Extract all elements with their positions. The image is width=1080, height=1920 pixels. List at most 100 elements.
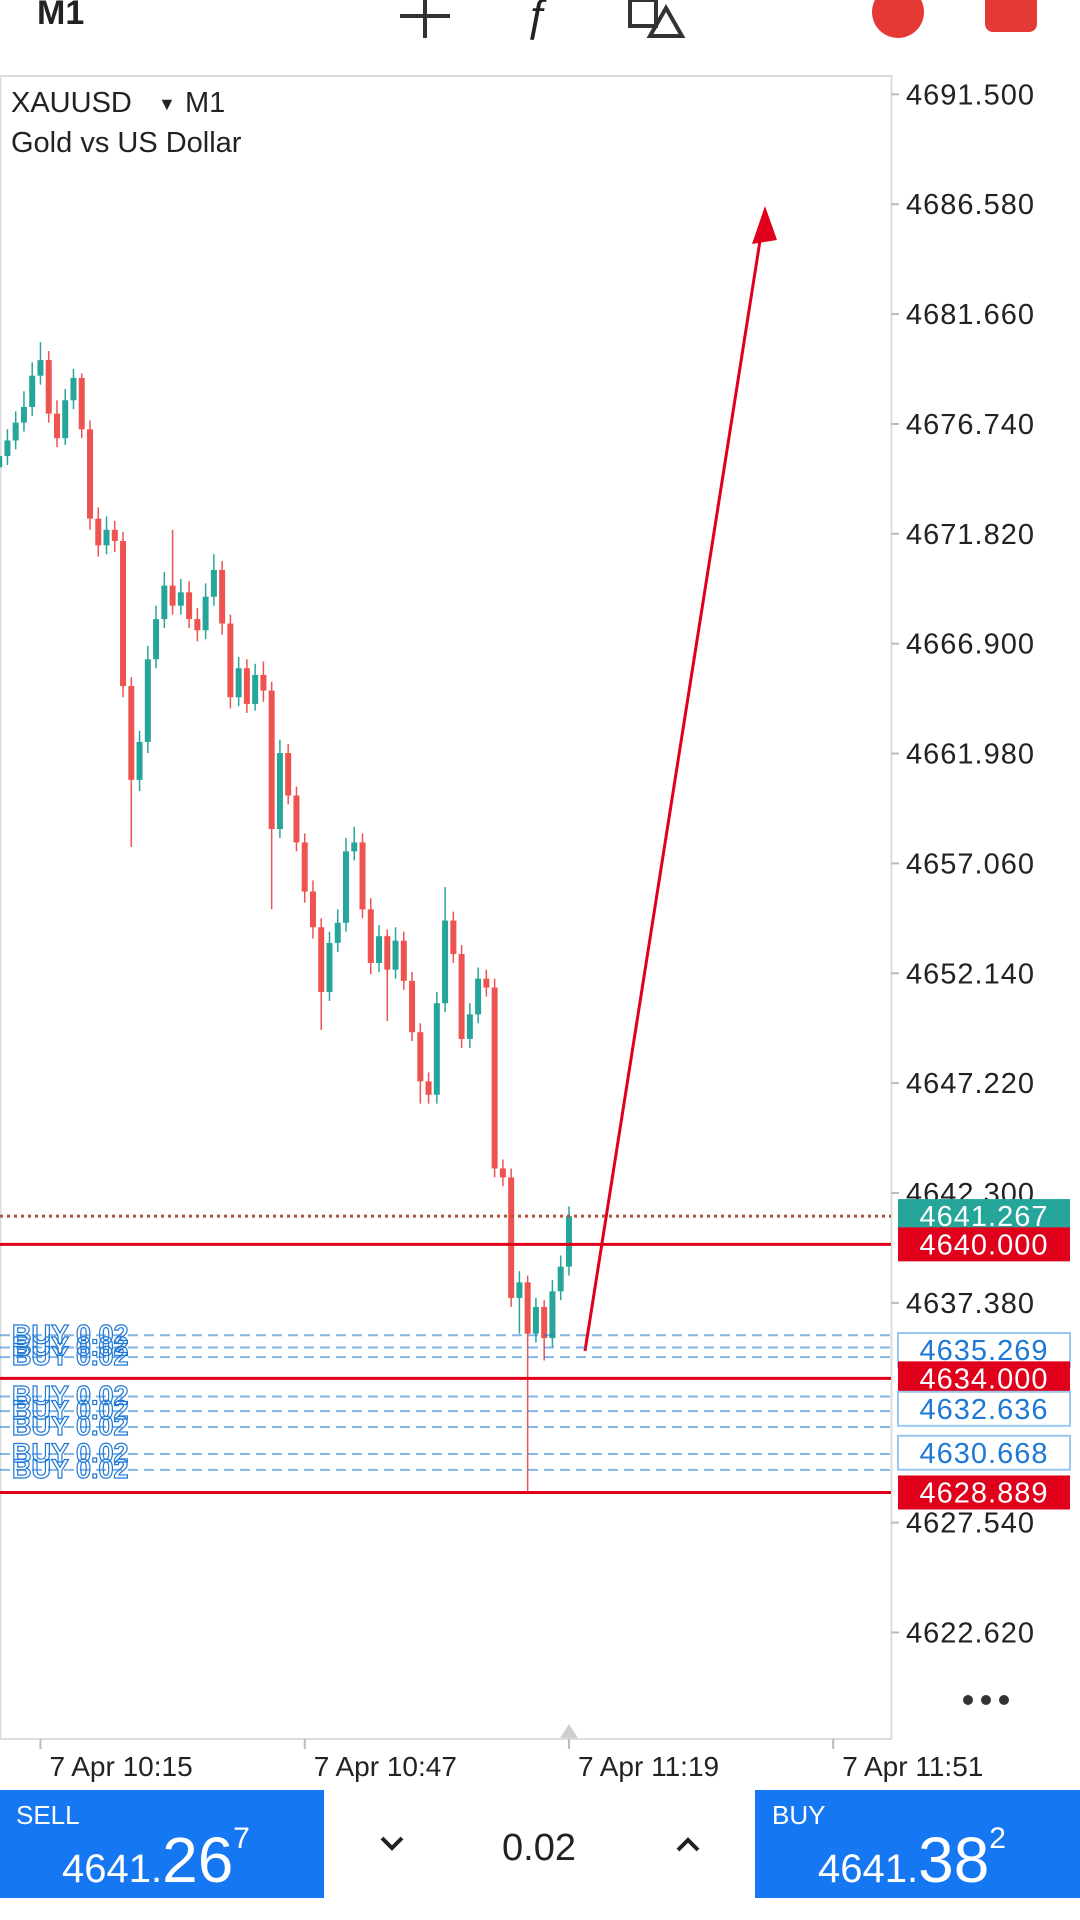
lot-decrease[interactable] [380, 1836, 404, 1851]
candle-body [268, 690, 275, 830]
candle-body [0, 456, 3, 468]
y-tick-label: 4686.580 [906, 189, 1035, 221]
candle-body [260, 674, 267, 691]
candle-body [194, 619, 201, 631]
symbol-title[interactable]: XAUUSD [11, 87, 132, 119]
trade-icon[interactable] [985, 0, 1037, 32]
arrow-annotation [583, 206, 777, 1352]
candle-body [153, 619, 160, 660]
candle-body [376, 936, 383, 963]
order-label: BUY 0.02 [12, 1411, 129, 1441]
y-tick-label: 4637.380 [906, 1288, 1035, 1320]
timeframe-button[interactable]: M1 [37, 0, 84, 32]
candle-body [491, 987, 498, 1169]
candle-body [392, 940, 399, 970]
price-level-box [898, 1475, 1070, 1510]
candle-body [20, 406, 27, 423]
candle-body [565, 1216, 572, 1267]
current-bar-marker [560, 1724, 578, 1738]
candle-body [169, 585, 176, 606]
candle-body [367, 909, 374, 963]
symbol-dropdown-icon[interactable]: ▼ [158, 94, 176, 114]
y-tick-label: 4691.500 [906, 79, 1035, 111]
price-level-label: 4632.636 [920, 1394, 1049, 1426]
candle-body [62, 400, 69, 439]
buy-button[interactable] [755, 1790, 1080, 1898]
lot-increase[interactable] [676, 1837, 700, 1852]
order-label: BUY 0.02 [12, 1319, 129, 1349]
x-tick-label: 7 Apr 11:51 [842, 1751, 983, 1782]
candle-body [359, 842, 366, 910]
buy-price-tail: 2 [989, 1822, 1006, 1855]
candle-body [53, 413, 60, 439]
objects-icon[interactable] [628, 0, 686, 38]
lot-size[interactable]: 0.02 [502, 1827, 576, 1869]
candle-body [417, 1032, 424, 1082]
candle-body [252, 674, 259, 704]
candle-body [409, 980, 416, 1033]
candle-body [301, 842, 308, 892]
candle-body [161, 585, 168, 620]
candle-body [334, 922, 341, 943]
candle-body [433, 1003, 440, 1095]
y-tick-label: 4676.740 [906, 409, 1035, 441]
candle-body [400, 940, 407, 981]
indicator-icon[interactable]: ƒ [524, 0, 548, 41]
candle-body [276, 753, 283, 830]
buy-label: BUY [772, 1800, 825, 1830]
candle-body [120, 540, 127, 687]
sell-button[interactable] [0, 1790, 324, 1898]
candle-body [293, 795, 300, 843]
sell-price-big: 26 [162, 1824, 233, 1896]
candle-body [326, 942, 333, 993]
y-tick-label: 4652.140 [906, 958, 1035, 990]
chart-frame [0, 75, 893, 1740]
candle-body [442, 920, 449, 1004]
order-label: BUY 0.02 [12, 1380, 129, 1410]
candle-body [318, 927, 325, 993]
candle-body [227, 623, 234, 698]
candle-body [351, 842, 358, 852]
price-level-label: 4630.668 [920, 1438, 1049, 1470]
candle-body [29, 375, 36, 407]
y-tick-label: 4627.540 [906, 1508, 1035, 1540]
candle-body [186, 592, 193, 620]
x-tick-label: 7 Apr 11:19 [578, 1751, 719, 1782]
candle-body [37, 360, 44, 376]
candle-body [45, 360, 52, 414]
candle-body [516, 1282, 523, 1298]
candle-body [177, 592, 184, 606]
price-level-box [897, 1434, 1071, 1471]
y-tick-label: 4657.060 [906, 848, 1035, 880]
candle-body [144, 659, 151, 742]
candle-body [532, 1306, 539, 1334]
sell-price-tail: 7 [233, 1822, 250, 1855]
x-tick-label: 7 Apr 10:47 [314, 1751, 457, 1782]
symbol-subtitle: Gold vs US Dollar [11, 127, 242, 159]
order-label: BUY 0.02 [12, 1438, 129, 1468]
candle-body [508, 1177, 515, 1298]
candle-body [243, 668, 250, 704]
candle-body [111, 529, 118, 541]
candle-body [87, 429, 94, 519]
price-level-label: 4634.000 [920, 1363, 1049, 1395]
candle-body [95, 518, 102, 546]
account-icon[interactable] [872, 0, 924, 38]
candle-body [458, 954, 465, 1039]
candle-body [309, 891, 316, 928]
candle-body [235, 668, 242, 698]
candle-body [475, 978, 482, 1015]
y-tick-label: 4622.620 [906, 1617, 1035, 1649]
candle-body [202, 596, 209, 631]
crosshair-icon[interactable] [400, 0, 450, 38]
price-level-label: 4640.000 [920, 1229, 1049, 1261]
more-icon[interactable] [963, 1695, 1009, 1705]
candle-body [4, 440, 11, 457]
candle-body [136, 741, 143, 780]
candle-body [219, 569, 226, 624]
candle-body [103, 529, 110, 546]
candle-body [70, 377, 77, 401]
sell-label: SELL [16, 1800, 80, 1830]
y-tick-label: 4681.660 [906, 299, 1035, 331]
